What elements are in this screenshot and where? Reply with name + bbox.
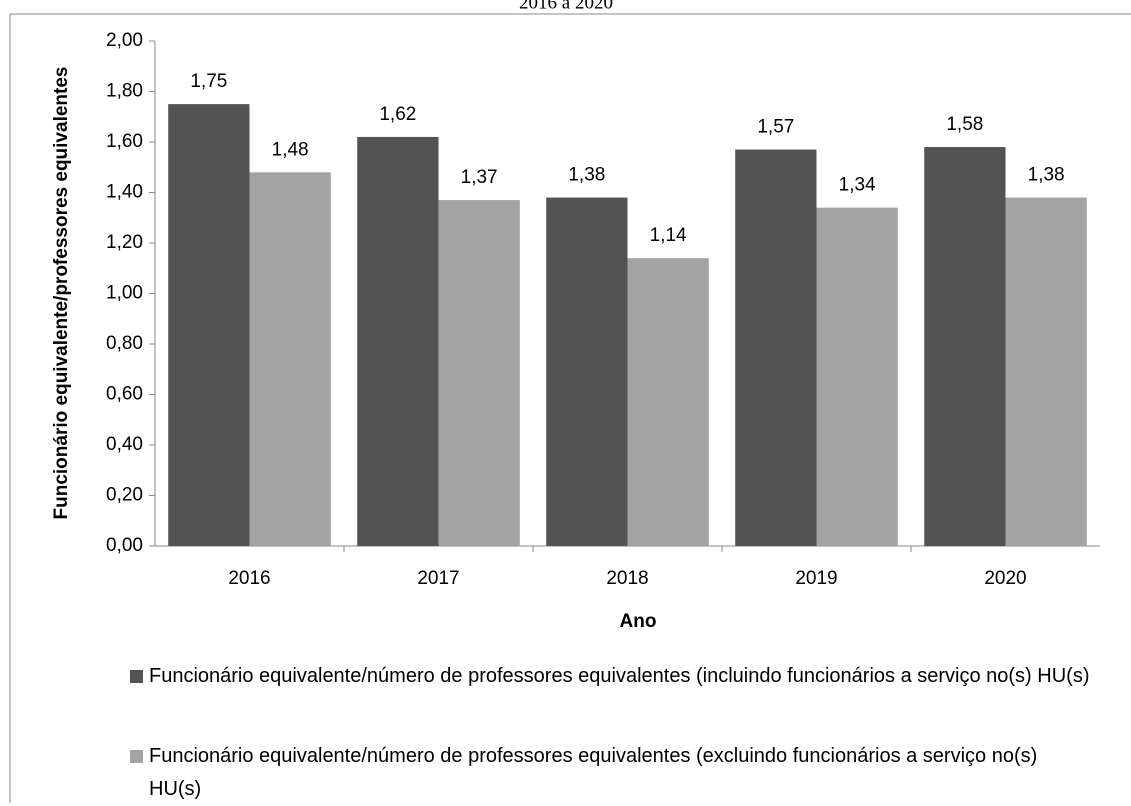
y-tick-label: 1,00 bbox=[106, 283, 143, 304]
y-tick-label: 0,80 bbox=[106, 333, 143, 354]
chart-title: 2016 a 2020 bbox=[519, 0, 613, 13]
y-tick-label: 0,40 bbox=[106, 434, 143, 455]
x-tick-label: 2016 bbox=[228, 568, 270, 589]
x-tick-label: 2020 bbox=[984, 568, 1026, 589]
legend-label: Funcionário equivalente/número de profes… bbox=[149, 745, 1038, 800]
data-label: 1,37 bbox=[461, 167, 498, 188]
data-label: 1,34 bbox=[839, 175, 876, 196]
bar bbox=[438, 200, 520, 546]
bar bbox=[249, 172, 331, 547]
bar bbox=[357, 136, 439, 546]
legend-entry: Funcionário equivalente/número de profes… bbox=[130, 740, 1090, 806]
data-label: 1,62 bbox=[379, 104, 416, 125]
y-tick-label: 1,20 bbox=[106, 232, 143, 253]
data-label: 1,75 bbox=[190, 71, 227, 92]
y-axis-label: Funcionário equivalente/professores equi… bbox=[51, 67, 72, 520]
y-tick-label: 2,00 bbox=[106, 30, 143, 51]
legend-swatch bbox=[130, 750, 143, 763]
y-tick-label: 1,60 bbox=[106, 131, 143, 152]
bar bbox=[627, 258, 709, 546]
legend-swatch bbox=[130, 670, 143, 683]
data-label: 1,58 bbox=[946, 114, 983, 135]
y-tick-label: 0,60 bbox=[106, 384, 143, 405]
bar bbox=[816, 207, 898, 546]
x-tick-label: 2019 bbox=[795, 568, 837, 589]
x-axis-label: Ano bbox=[620, 611, 657, 632]
y-tick-label: 0,00 bbox=[106, 535, 143, 556]
x-tick-label: 2017 bbox=[417, 568, 459, 589]
data-label: 1,38 bbox=[1028, 165, 1065, 186]
data-label: 1,57 bbox=[757, 117, 794, 138]
bar bbox=[924, 147, 1006, 547]
bar bbox=[168, 104, 250, 546]
y-tick-label: 0,20 bbox=[106, 485, 143, 506]
y-tick-label: 1,40 bbox=[106, 182, 143, 203]
data-label: 1,14 bbox=[650, 225, 687, 246]
data-label: 1,38 bbox=[568, 165, 605, 186]
bar bbox=[735, 149, 817, 546]
legend-entry: Funcionário equivalente/número de profes… bbox=[130, 660, 1090, 693]
x-tick-label: 2018 bbox=[606, 568, 648, 589]
bar bbox=[1005, 197, 1087, 547]
legend-label: Funcionário equivalente/número de profes… bbox=[149, 665, 1090, 687]
bar bbox=[546, 197, 628, 547]
y-tick-label: 1,80 bbox=[106, 81, 143, 102]
data-label: 1,48 bbox=[272, 139, 309, 160]
